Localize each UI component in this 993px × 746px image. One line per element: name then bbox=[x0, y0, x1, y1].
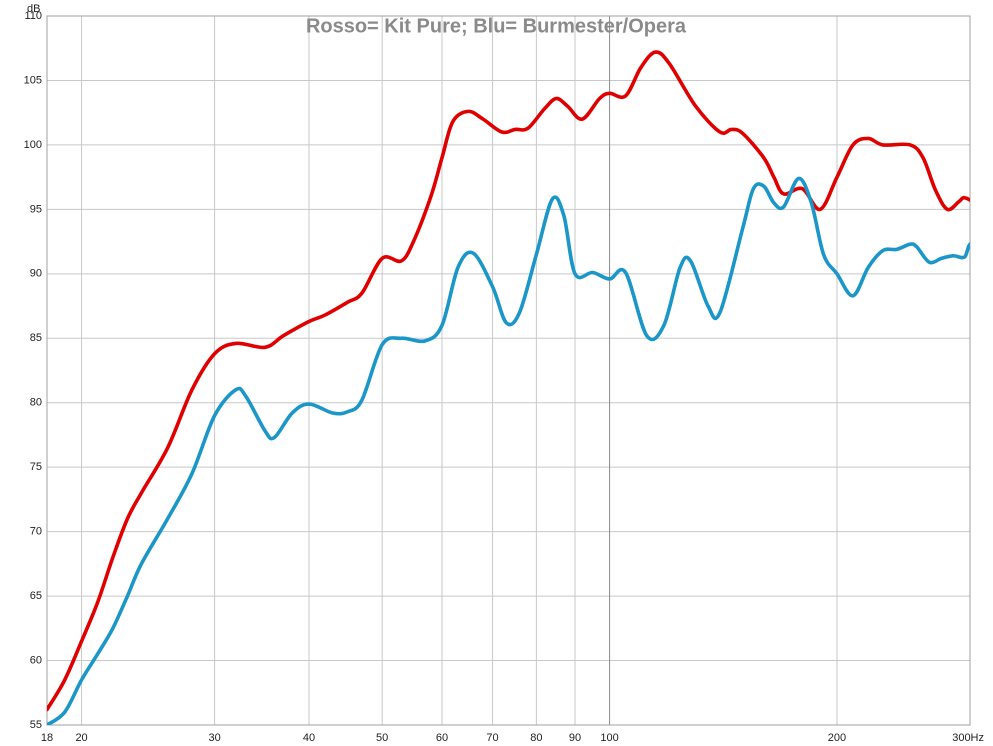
series-lines bbox=[47, 50, 970, 725]
chart-title: Rosso= Kit Pure; Blu= Burmester/Opera bbox=[306, 15, 687, 37]
x-tick-label: 18 bbox=[41, 732, 53, 744]
y-tick-label: 100 bbox=[24, 139, 42, 151]
series-line-red bbox=[47, 50, 970, 712]
x-tick-label: 90 bbox=[569, 732, 581, 744]
y-axis-label: dB bbox=[27, 3, 40, 15]
y-tick-label: 105 bbox=[24, 74, 42, 86]
x-tick-label: 80 bbox=[530, 732, 542, 744]
y-tick-label: 90 bbox=[30, 268, 42, 280]
plot-frame bbox=[46, 15, 971, 726]
y-tick-label: 70 bbox=[30, 526, 42, 538]
x-tick-label: 60 bbox=[436, 732, 448, 744]
y-tick-label: 110 bbox=[24, 10, 42, 22]
x-tick-labels: 18 20 30 40 50 60 70 80 90 100 200 300Hz bbox=[41, 732, 984, 744]
y-tick-label: 85 bbox=[30, 332, 42, 344]
x-tick-label: 200 bbox=[828, 732, 846, 744]
x-tick-label: 300Hz bbox=[952, 732, 984, 744]
y-tick-labels: 55 60 65 70 75 80 85 90 95 100 105 110 bbox=[24, 10, 42, 731]
y-tick-label: 80 bbox=[30, 397, 42, 409]
y-tick-label: 95 bbox=[30, 203, 42, 215]
series-line-blue bbox=[47, 176, 970, 725]
y-tick-label: 55 bbox=[30, 719, 42, 731]
y-tick-label: 60 bbox=[30, 654, 42, 666]
x-tick-label: 20 bbox=[75, 732, 87, 744]
y-tick-label: 75 bbox=[30, 461, 42, 473]
x-tick-label: 40 bbox=[303, 732, 315, 744]
x-tick-label: 30 bbox=[208, 732, 220, 744]
x-tick-label: 50 bbox=[376, 732, 388, 744]
y-tick-label: 65 bbox=[30, 590, 42, 602]
x-tick-label: 70 bbox=[486, 732, 498, 744]
x-tick-label: 100 bbox=[600, 732, 618, 744]
